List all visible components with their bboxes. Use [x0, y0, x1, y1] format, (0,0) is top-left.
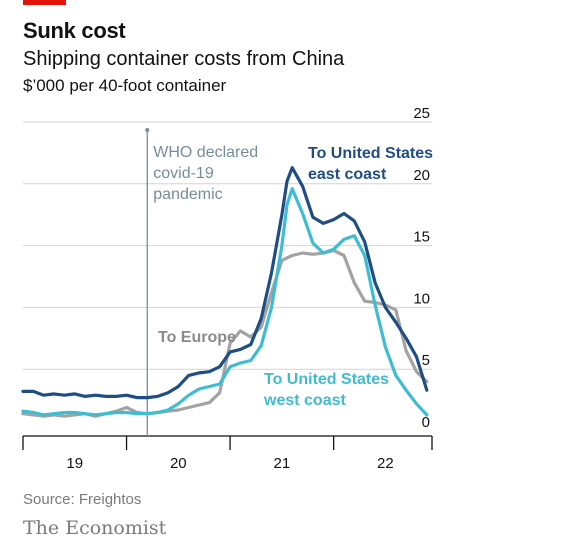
series-lines: [21, 166, 429, 418]
x-axis: 19 20 21 22: [22, 435, 433, 472]
y-tick-label: 20: [413, 167, 430, 184]
x-tick-label: 22: [377, 455, 394, 472]
label-europe: To Europe: [158, 329, 236, 346]
y-tick-label: 25: [413, 105, 430, 122]
unit-label: $’000 per 40-foot container: [23, 76, 227, 95]
annotation-text: pandemic: [153, 186, 222, 203]
y-tick-label: 0: [422, 414, 430, 431]
annotation-text: covid-19: [153, 165, 214, 182]
y-tick-label: 15: [413, 229, 430, 246]
x-tick-label: 20: [170, 455, 187, 472]
chart-title: Sunk cost: [23, 18, 126, 43]
grid-lines: [23, 121, 432, 370]
label-us-east-coast: To United States: [308, 145, 433, 162]
source-note: Source: Freightos: [23, 491, 142, 508]
x-tick-label: 21: [274, 455, 291, 472]
line-us-east-coast: [21, 166, 429, 400]
annotation-dot: [145, 128, 150, 132]
chart-subtitle: Shipping container costs from China: [23, 48, 345, 70]
y-tick-label: 5: [422, 352, 430, 369]
label-us-west-coast: west coast: [263, 392, 346, 409]
economist-logo-text: The Economist: [23, 517, 167, 539]
line-us-west-coast: [21, 187, 429, 417]
y-axis-tick-labels: 0 5 10 15 20 25: [413, 105, 430, 431]
x-tick-label: 19: [66, 455, 83, 472]
annotation-text: WHO declared: [153, 144, 258, 161]
y-tick-label: 10: [413, 290, 430, 307]
series-labels: To United States east coast To United Stat…: [158, 145, 433, 409]
who-annotation: WHO declared covid-19 pandemic: [145, 128, 258, 436]
label-us-east-coast: east coast: [308, 166, 387, 183]
brand-red-bar: [23, 0, 66, 5]
label-us-west-coast: To United States: [264, 371, 389, 388]
